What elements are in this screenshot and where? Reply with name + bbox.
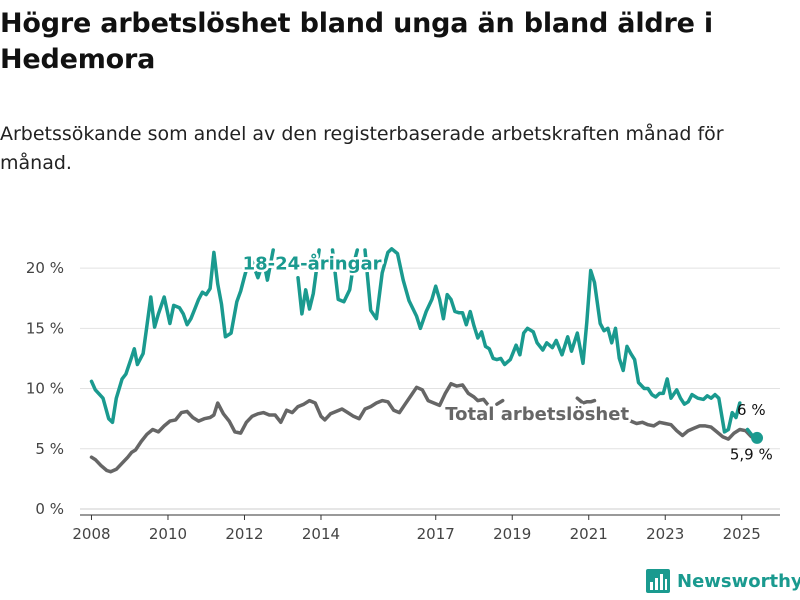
x-tick-label: 2019 xyxy=(493,525,531,543)
end-label-youth: 6 % xyxy=(737,401,766,419)
y-tick-label: 10 % xyxy=(26,380,64,398)
newsworthy-logo: Newsworthy xyxy=(645,568,800,594)
series-line-total xyxy=(575,396,597,405)
x-tick-label: 2012 xyxy=(225,525,263,543)
series-line-total xyxy=(629,419,759,441)
series-line-total xyxy=(495,398,505,406)
x-tick-label: 2008 xyxy=(72,525,110,543)
x-tick-label: 2010 xyxy=(149,525,187,543)
series-label-total-halo: Total arbetslöshet xyxy=(445,404,629,425)
series-line-total xyxy=(89,381,490,474)
x-tick-label: 2025 xyxy=(723,525,761,543)
series-label-youth-halo: 18-24-åringar xyxy=(243,252,382,274)
y-tick-label: 15 % xyxy=(26,319,64,337)
newsworthy-logo-icon xyxy=(646,569,670,593)
series-line-youth xyxy=(363,247,742,434)
end-label-total: 5,9 % xyxy=(730,446,773,464)
series-line-youth xyxy=(330,248,360,304)
x-tick-label: 2023 xyxy=(646,525,684,543)
y-tick-label: 20 % xyxy=(26,259,64,277)
y-tick-label: 5 % xyxy=(35,440,64,458)
series-label-youth: 18-24-åringar xyxy=(243,252,382,274)
series-end-point xyxy=(751,431,764,444)
x-tick-label: 2017 xyxy=(417,525,455,543)
series-label-total: Total arbetslöshet xyxy=(445,404,629,425)
x-tick-label: 2014 xyxy=(302,525,340,543)
y-tick-label: 0 % xyxy=(35,500,64,518)
x-tick-label: 2021 xyxy=(570,525,608,543)
page-title: Högre arbetslöshet bland unga än bland ä… xyxy=(0,8,713,75)
series-line-youth xyxy=(89,248,275,425)
newsworthy-logo-text: Newsworthy xyxy=(677,570,800,592)
series-line-youth xyxy=(296,248,321,316)
chart-subtitle: Arbetssökande som andel av den registerb… xyxy=(0,123,724,174)
